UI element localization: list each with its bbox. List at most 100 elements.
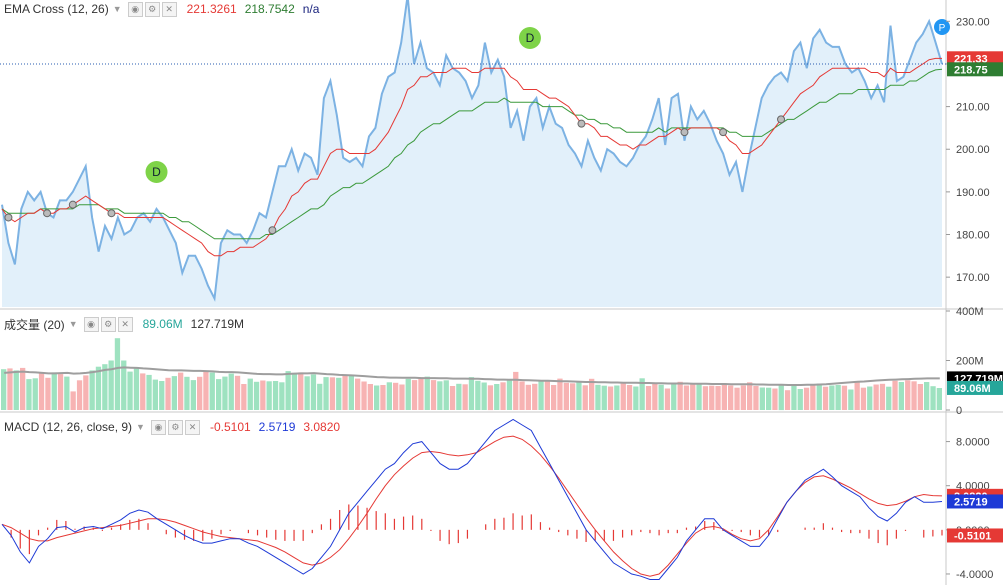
gear-icon[interactable]: ⚙ [144, 1, 160, 17]
volume-title: 成交量 (20) [4, 317, 65, 332]
volume-bar [355, 378, 361, 410]
chevron-down-icon[interactable]: ▼ [136, 422, 145, 432]
axis-tick-label: 210.00 [956, 102, 990, 114]
volume-bar [140, 373, 146, 410]
volume-bar [159, 381, 165, 410]
price-axis[interactable]: 230.00220.00210.00200.00190.00180.00170.… [946, 16, 1003, 581]
volume-bar [822, 386, 829, 410]
macd-line[interactable] [1, 418, 943, 580]
volume-bar [658, 384, 664, 410]
macd-pane[interactable] [1, 418, 943, 580]
volume-legend: 成交量 (20) ▼ ◉ ⚙ ✕ 89.06M 127.719M [4, 315, 244, 333]
ema-slow-line[interactable] [1, 68, 943, 240]
price-tag-label: 218.75 [954, 64, 988, 76]
axis-tick-label: -4.0000 [956, 569, 993, 581]
gear-icon[interactable]: ⚙ [167, 419, 183, 435]
crossover-point [43, 209, 52, 218]
volume-bar [228, 373, 234, 410]
ema-fast-line[interactable] [1, 57, 942, 257]
ema-fast-value: 221.3261 [186, 2, 237, 16]
close-icon[interactable]: ✕ [184, 419, 200, 435]
eye-icon[interactable]: ◉ [127, 1, 143, 17]
volume-bar [513, 371, 519, 410]
volume-bar [171, 376, 177, 410]
volume-bar [854, 382, 860, 410]
volume-bar [816, 383, 822, 410]
volume-bar [348, 374, 354, 410]
volume-bar [936, 388, 942, 410]
volume-bar [133, 367, 140, 410]
volume-bar [203, 370, 209, 410]
price-pane[interactable]: D D P [0, 0, 950, 307]
macd-title: MACD (12, 26, close, 9) [4, 420, 133, 434]
d-marker[interactable]: D [518, 27, 541, 49]
volume-bar [127, 371, 133, 410]
volume-bar [449, 386, 456, 410]
volume-bar [399, 384, 405, 410]
volume-bar [146, 374, 152, 410]
volume-bar [102, 364, 108, 410]
volume-bar [437, 381, 443, 410]
volume-bar [272, 381, 279, 410]
volume-bar [222, 376, 228, 410]
volume-bar [664, 388, 671, 410]
macd-signal-line[interactable] [1, 435, 943, 577]
volume-bar [551, 385, 557, 410]
volume-value: 89.06M [142, 317, 183, 331]
volume-bar [209, 372, 215, 410]
volume-bar [803, 387, 810, 410]
marker-circle [145, 161, 168, 183]
axis-tick-label: 180.00 [956, 230, 990, 242]
volume-bar [570, 383, 576, 410]
eye-icon[interactable]: ◉ [83, 316, 99, 332]
volume-bar [886, 386, 892, 410]
volume-pane[interactable] [1, 338, 942, 411]
volume-bar [715, 386, 721, 410]
volume-ma-value: 127.719M [190, 317, 245, 331]
volume-bar [342, 375, 348, 410]
volume-bar [582, 385, 588, 411]
volume-bar [456, 383, 462, 410]
volume-bar [848, 389, 854, 410]
chevron-down-icon[interactable]: ▼ [68, 319, 78, 329]
volume-bar [298, 372, 304, 410]
price-area-fill [2, 0, 942, 307]
price-tag-bg [947, 528, 1003, 543]
marker-label: D [152, 165, 161, 179]
crossover-point [68, 200, 77, 209]
marker-label: D [526, 31, 535, 45]
volume-bar [51, 372, 57, 410]
volume-bar [475, 380, 481, 410]
volume-ma-line[interactable] [4, 366, 940, 386]
volume-bar [336, 377, 342, 410]
volume-bar [601, 385, 607, 410]
close-icon[interactable]: ✕ [161, 1, 177, 17]
volume-bar [595, 384, 601, 410]
eye-icon[interactable]: ◉ [150, 419, 166, 435]
volume-bar [633, 386, 639, 410]
volume-bar [76, 380, 83, 410]
volume-bar [317, 383, 323, 410]
volume-bar [430, 380, 437, 410]
p-marker[interactable]: P [934, 19, 950, 35]
close-icon[interactable]: ✕ [117, 316, 133, 332]
volume-bar [677, 381, 683, 410]
crossover-point [4, 213, 13, 222]
volume-bar [411, 380, 418, 410]
volume-bar [216, 379, 222, 410]
volume-bar [791, 384, 797, 410]
volume-bar [374, 385, 380, 410]
macd-legend: MACD (12, 26, close, 9) ▼ ◉ ⚙ ✕ -0.5101 … [4, 418, 340, 436]
volume-bar [892, 380, 898, 410]
volume-bar [418, 377, 424, 410]
volume-bar [709, 385, 715, 410]
price-tag-bg [947, 380, 1003, 395]
gear-icon[interactable]: ⚙ [100, 316, 116, 332]
chevron-down-icon[interactable]: ▼ [112, 4, 122, 14]
volume-bar [481, 382, 487, 410]
volume-bar [829, 385, 835, 410]
d-marker[interactable]: D [145, 161, 168, 183]
price-line[interactable] [1, 0, 943, 302]
